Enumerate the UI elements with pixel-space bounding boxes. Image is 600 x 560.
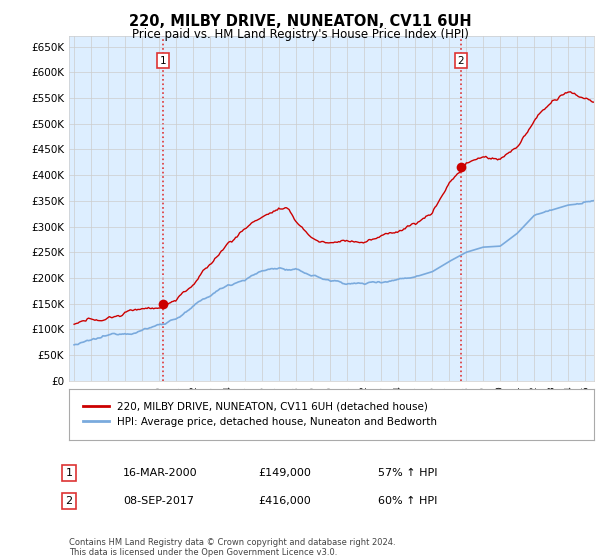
Text: 57% ↑ HPI: 57% ↑ HPI (378, 468, 437, 478)
Text: 220, MILBY DRIVE, NUNEATON, CV11 6UH: 220, MILBY DRIVE, NUNEATON, CV11 6UH (128, 14, 472, 29)
Text: £416,000: £416,000 (258, 496, 311, 506)
Legend: 220, MILBY DRIVE, NUNEATON, CV11 6UH (detached house), HPI: Average price, detac: 220, MILBY DRIVE, NUNEATON, CV11 6UH (de… (77, 395, 444, 433)
Text: 2: 2 (65, 496, 73, 506)
Text: 08-SEP-2017: 08-SEP-2017 (123, 496, 194, 506)
Text: 1: 1 (160, 55, 166, 66)
Text: £149,000: £149,000 (258, 468, 311, 478)
Text: Contains HM Land Registry data © Crown copyright and database right 2024.
This d: Contains HM Land Registry data © Crown c… (69, 538, 395, 557)
Text: Price paid vs. HM Land Registry's House Price Index (HPI): Price paid vs. HM Land Registry's House … (131, 28, 469, 41)
Text: 16-MAR-2000: 16-MAR-2000 (123, 468, 197, 478)
Text: 2: 2 (458, 55, 464, 66)
Text: 1: 1 (65, 468, 73, 478)
Text: 60% ↑ HPI: 60% ↑ HPI (378, 496, 437, 506)
